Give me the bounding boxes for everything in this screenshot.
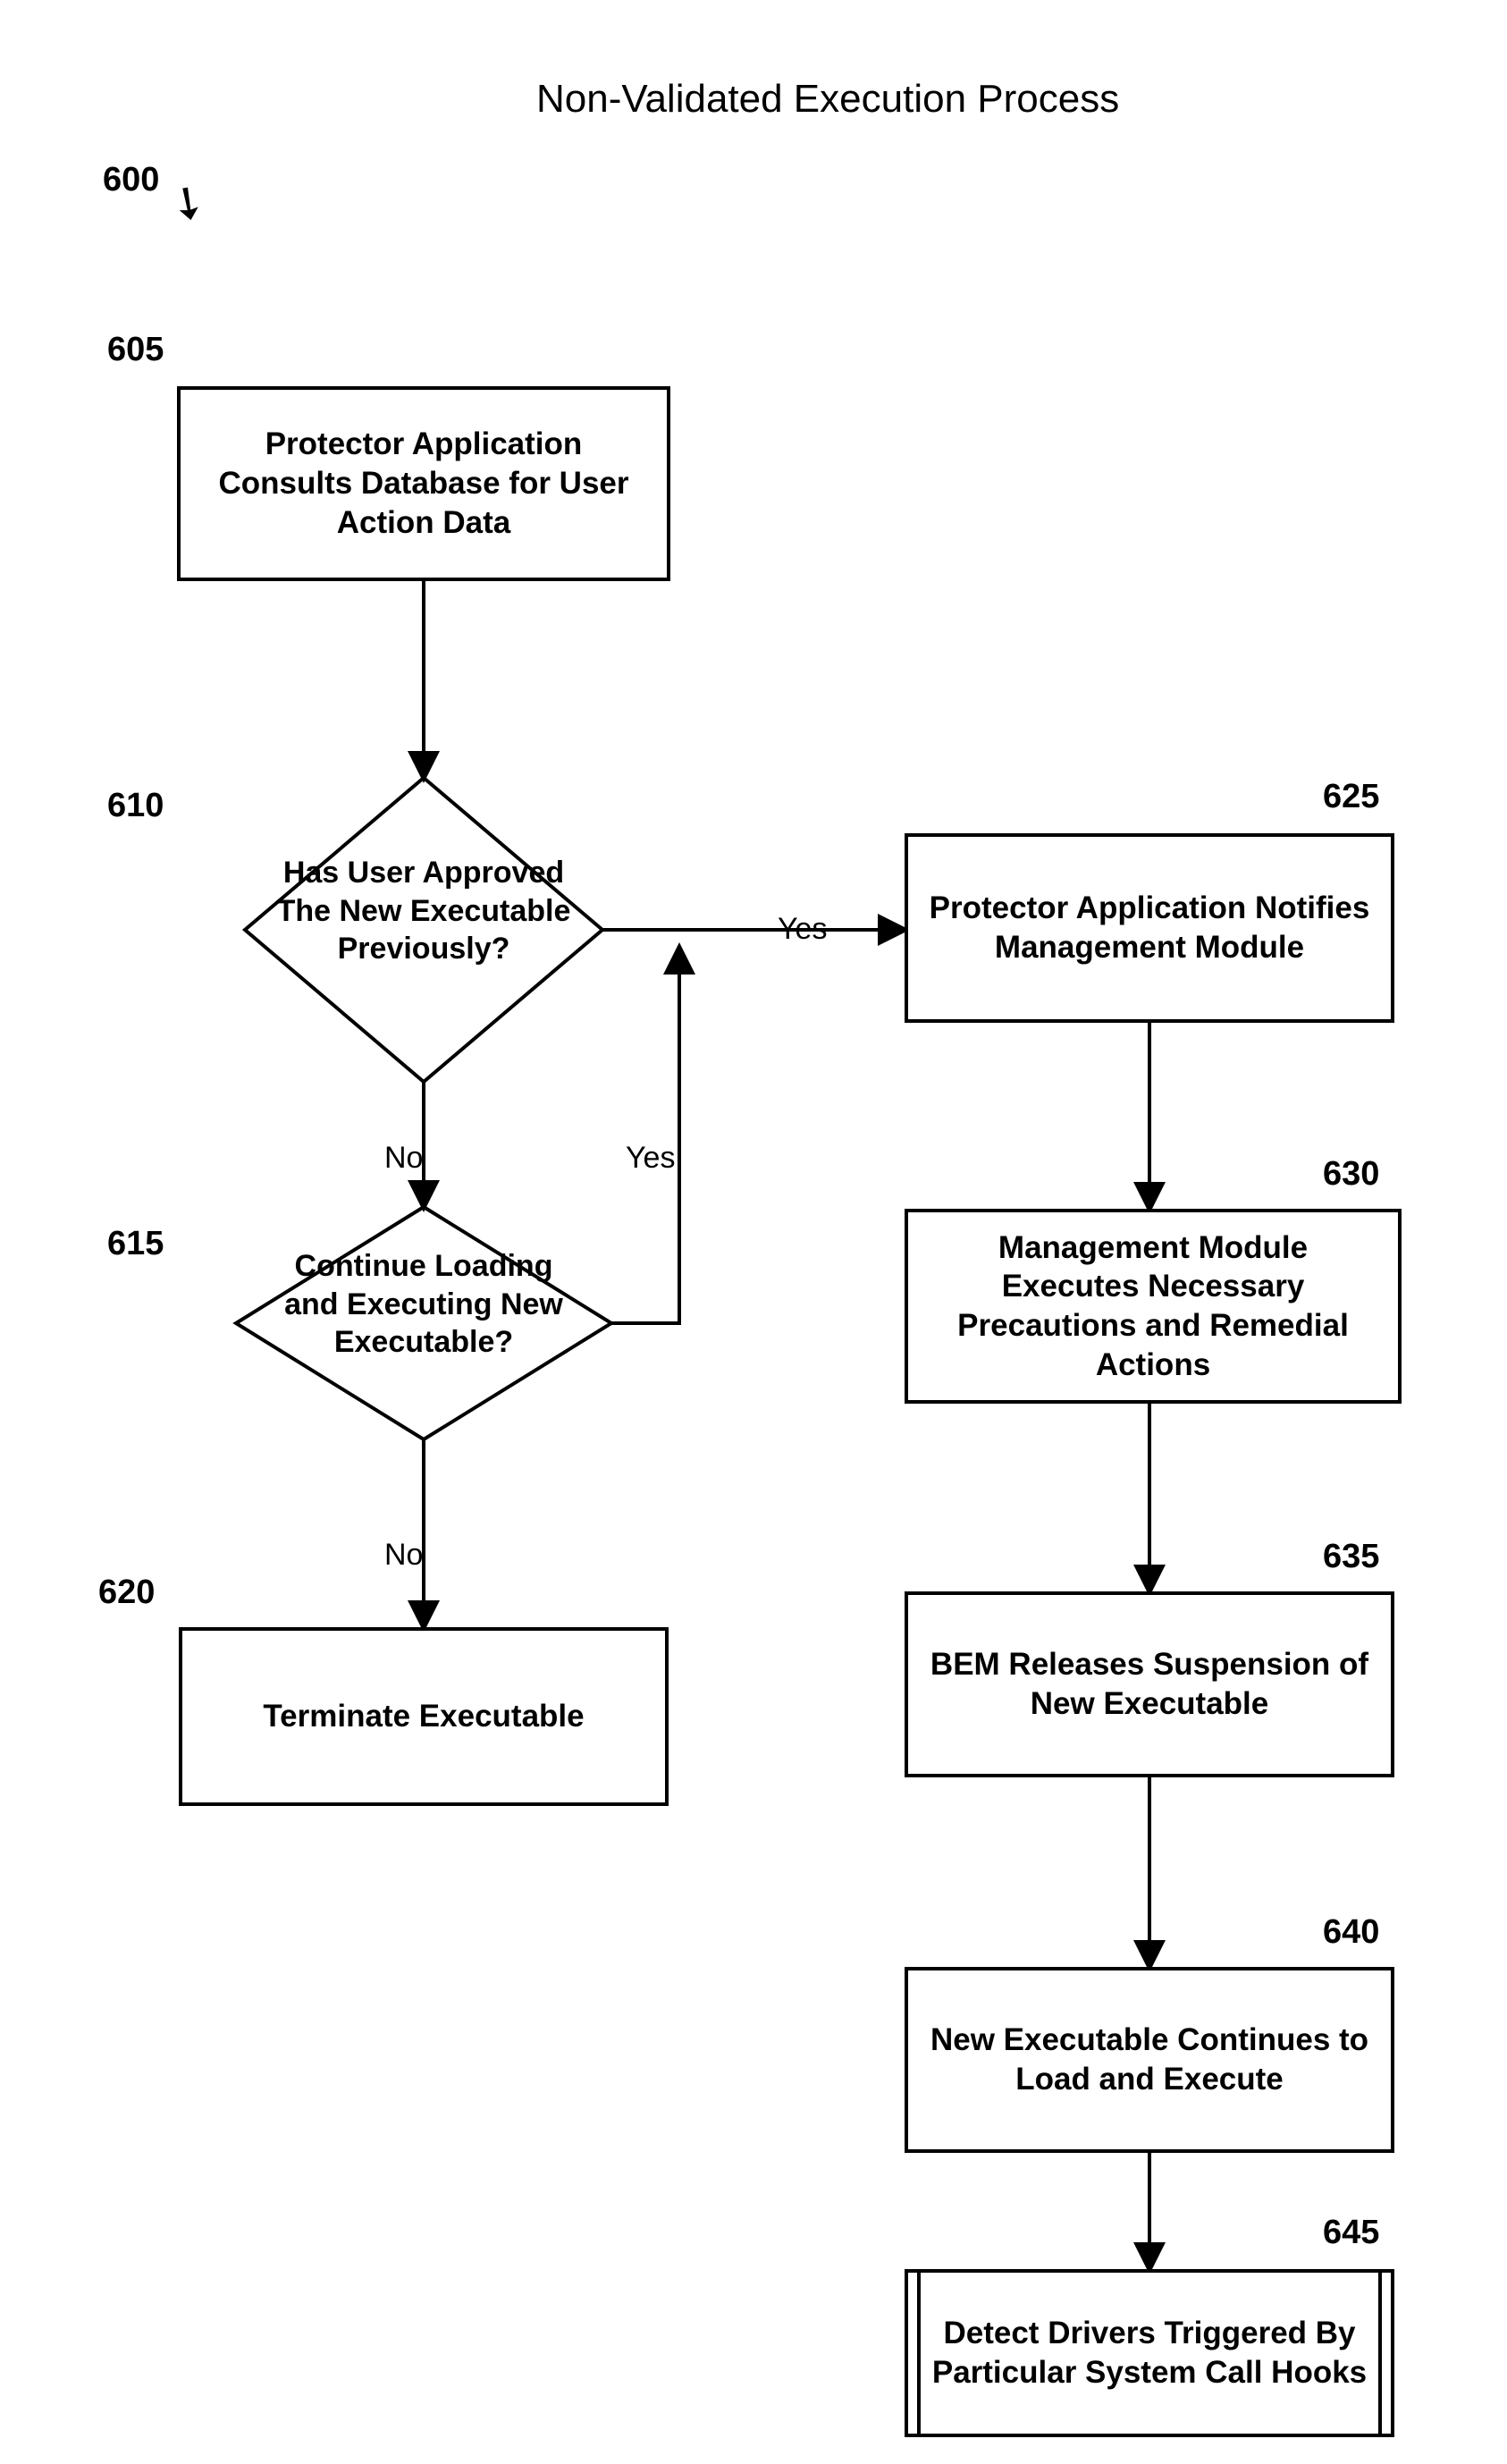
ref-label-625: 625 bbox=[1323, 778, 1379, 816]
ref-label-635: 635 bbox=[1323, 1538, 1379, 1576]
ref-label-645: 645 bbox=[1323, 2214, 1379, 2252]
edge-label-yes-3: Yes bbox=[626, 1141, 675, 1176]
node-630-text: Management Module Executes Necessary Pre… bbox=[926, 1228, 1380, 1385]
edge-label-yes-1: Yes bbox=[778, 912, 827, 947]
node-605: Protector Application Consults Database … bbox=[177, 386, 670, 581]
node-640-text: New Executable Continues to Load and Exe… bbox=[926, 2021, 1373, 2099]
node-645-text: Detect Drivers Triggered By Particular S… bbox=[930, 2314, 1369, 2392]
edge-3 bbox=[611, 948, 679, 1323]
node-640: New Executable Continues to Load and Exe… bbox=[905, 1967, 1394, 2153]
node-630: Management Module Executes Necessary Pre… bbox=[905, 1209, 1402, 1404]
node-625: Protector Application Notifies Managemen… bbox=[905, 833, 1394, 1023]
ref-label-615: 615 bbox=[107, 1225, 164, 1263]
node-615-text: Continue Loading and Executing New Execu… bbox=[272, 1247, 576, 1362]
node-635: BEM Releases Suspension of New Executabl… bbox=[905, 1591, 1394, 1777]
node-610-text: Has User Approved The New Executable Pre… bbox=[272, 854, 576, 968]
node-620: Terminate Executable bbox=[179, 1627, 669, 1806]
node-625-text: Protector Application Notifies Managemen… bbox=[926, 889, 1373, 967]
node-620-text: Terminate Executable bbox=[263, 1697, 584, 1736]
ref-label-630: 630 bbox=[1323, 1155, 1379, 1194]
edge-label-no-2: No bbox=[384, 1141, 423, 1176]
ref-label-605: 605 bbox=[107, 331, 164, 369]
ref-label-610: 610 bbox=[107, 787, 164, 825]
node-645: Detect Drivers Triggered By Particular S… bbox=[905, 2269, 1394, 2437]
node-635-text: BEM Releases Suspension of New Executabl… bbox=[926, 1645, 1373, 1724]
node-605-text: Protector Application Consults Database … bbox=[198, 425, 649, 542]
ref-label-640: 640 bbox=[1323, 1913, 1379, 1952]
ref-label-620: 620 bbox=[98, 1574, 155, 1612]
edge-label-no-4: No bbox=[384, 1538, 423, 1573]
